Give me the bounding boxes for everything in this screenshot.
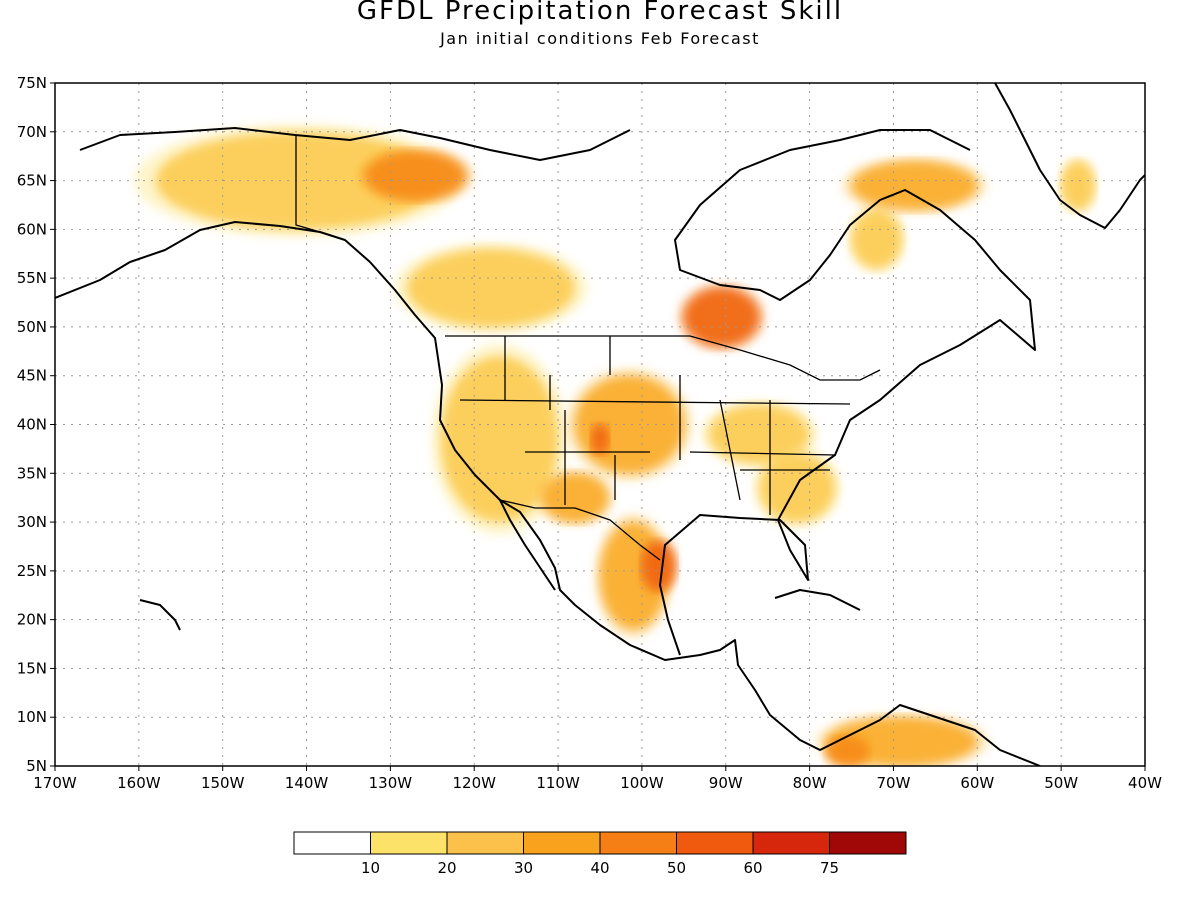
us-state-lines [459, 336, 851, 515]
lon-tick-label: 40W [1128, 774, 1162, 792]
coast-gulf-of-mexico [659, 514, 809, 656]
colorbar-label: 50 [667, 859, 686, 877]
lat-tick-label: 60N [17, 220, 47, 238]
skill-region-halo [842, 157, 987, 214]
colorbar-swatch [293, 831, 371, 855]
skill-region-halo [823, 734, 872, 766]
coast-cuba [774, 589, 861, 611]
lat-tick-label: 35N [17, 464, 47, 482]
colorbar-label: 40 [590, 859, 609, 877]
colorbar-swatch [752, 831, 830, 855]
skill-region-halo [847, 205, 906, 273]
lon-tick-label: 150W [201, 774, 245, 792]
colorbar-label: 60 [743, 859, 762, 877]
lon-tick-label: 70W [877, 774, 911, 792]
skill-region-halo [753, 448, 841, 528]
coast-greenland [994, 83, 1145, 229]
lon-tick-label: 80W [793, 774, 827, 792]
boundaries [295, 135, 881, 561]
colorbar-label: 30 [514, 859, 533, 877]
skill-region-halo [431, 343, 567, 535]
lat-tick-label: 75N [17, 74, 47, 92]
lon-tick-label: 90W [709, 774, 743, 792]
coast-atlantic [674, 129, 1036, 521]
coast-baja [499, 499, 556, 591]
skill-region-halo [357, 147, 474, 204]
lat-tick-label: 30N [17, 513, 47, 531]
colorbar-swatch [370, 831, 448, 855]
skill-region-halo [394, 243, 588, 333]
lon-tick-label: 130W [369, 774, 413, 792]
skill-region-halo [678, 283, 765, 351]
lat-tick-label: 20N [17, 611, 47, 629]
colorbar-label: 20 [437, 859, 456, 877]
us-canada-border [445, 335, 881, 381]
lat-tick-label: 5N [26, 757, 47, 775]
lat-tick-label: 50N [17, 318, 47, 336]
lon-tick-label: 110W [536, 774, 580, 792]
skill-region-halo [1058, 157, 1098, 214]
colorbar-label: 10 [361, 859, 380, 877]
lon-tick-label: 140W [285, 774, 329, 792]
lon-tick-label: 50W [1044, 774, 1078, 792]
lat-tick-label: 25N [17, 562, 47, 580]
skill-region-halo [639, 537, 678, 595]
skill-region-halo [590, 422, 610, 456]
alaska-border [295, 135, 321, 233]
lon-tick-label: 60W [960, 774, 994, 792]
latitude-labels: 5N 10N 15N 20N 25N 30N 35N 40N 45N 50N 55N 60N 65N 70… [17, 74, 55, 775]
page-subtitle: Jan initial conditions Feb Forecast [440, 29, 760, 48]
coast-north-america [55, 221, 1041, 766]
skill-region-halo [134, 124, 463, 237]
colorbar-swatch [523, 831, 601, 855]
lat-tick-label: 70N [17, 123, 47, 141]
lat-tick-label: 40N [17, 416, 47, 434]
lon-tick-label: 160W [117, 774, 161, 792]
skill-shading [134, 124, 1098, 766]
lat-tick-label: 45N [17, 367, 47, 385]
colorbar-label: 75 [820, 859, 839, 877]
lat-tick-label: 15N [17, 659, 47, 677]
colorbar-swatch [676, 831, 754, 855]
colorbar-swatch [599, 831, 677, 855]
page-title: GFDL Precipitation Forecast Skill [356, 0, 844, 26]
lon-tick-label: 170W [33, 774, 77, 792]
lat-tick-label: 10N [17, 708, 47, 726]
us-mexico-border [499, 499, 661, 561]
coast-hawaii [139, 599, 181, 631]
coastline [55, 83, 1145, 766]
lon-tick-label: 120W [452, 774, 496, 792]
lon-tick-label: 100W [620, 774, 664, 792]
lat-tick-label: 55N [17, 269, 47, 287]
longitude-labels: 170W 160W 150W 140W 130W 120W 110W 100W 90W 80W 70… [33, 766, 1162, 792]
lat-tick-label: 65N [17, 172, 47, 190]
coast-arctic [79, 127, 631, 161]
colorbar: 10 20 30 40 50 60 75 [293, 831, 907, 877]
colorbar-swatch [829, 831, 907, 855]
skill-region-halo [536, 469, 614, 526]
colorbar-swatch [446, 831, 524, 855]
skill-region-halo [566, 368, 693, 481]
